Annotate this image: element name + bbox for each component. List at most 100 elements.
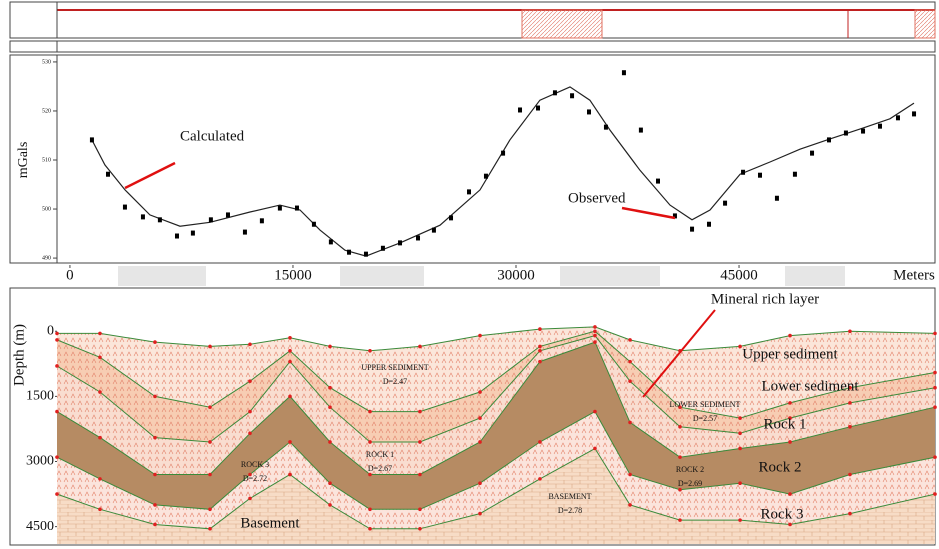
boundary-node [288, 440, 292, 444]
boundary-node [418, 409, 422, 414]
observed-point [174, 233, 179, 239]
boundary-node [153, 472, 157, 477]
section-plot: 0 15000 30000 45000 0 1500 3000 4500 UPPER SEDIM… [26, 265, 937, 544]
boundary-node [153, 435, 157, 440]
boundary-node [933, 331, 937, 336]
boundary-node [418, 472, 422, 477]
annotation: Basement [240, 515, 300, 531]
y-tick-label: 500 [42, 206, 51, 212]
boundary-node [328, 440, 332, 444]
observed-point [757, 172, 762, 178]
boundary-node [153, 522, 157, 527]
layer-name: ROCK 2 [676, 465, 704, 474]
boundary-node [248, 496, 252, 501]
boundary-node [628, 472, 632, 477]
observed-point [277, 205, 282, 211]
axis-band [785, 266, 845, 286]
boundary-node [538, 477, 542, 481]
boundary-node [678, 424, 682, 429]
layer-fill [57, 342, 935, 510]
boundary-node [288, 348, 292, 353]
boundary-node [328, 344, 332, 349]
boundary-node [628, 338, 632, 342]
boundary-node [848, 424, 852, 429]
boundary-node [788, 401, 792, 405]
boundary-node [153, 503, 157, 507]
annotation: Observed [568, 190, 626, 206]
annotation-arrow [642, 309, 716, 398]
boundary-node [678, 518, 682, 522]
boundary-node [593, 325, 597, 329]
observed-point [723, 200, 728, 206]
observed-point [518, 107, 523, 113]
boundary-node [288, 472, 292, 477]
y-tick-label: 3000 [26, 454, 54, 469]
boundary-node [418, 344, 422, 349]
boundary-node [98, 331, 102, 336]
boundary-node [538, 359, 542, 364]
y-tick-label: 1500 [26, 389, 54, 404]
layer-texture [57, 335, 935, 475]
boundary-node [478, 416, 482, 420]
boundary-node [738, 518, 742, 522]
observed-point [449, 215, 454, 221]
layer-density: D=2.47 [383, 377, 407, 386]
axis-band [560, 266, 660, 286]
y-axis-label: mGals [16, 142, 31, 179]
observed-point [552, 90, 557, 96]
x-tick-label: 45000 [720, 267, 758, 283]
observed-point [122, 204, 127, 210]
boundary-node [628, 503, 632, 507]
strip-band [914, 9, 936, 39]
boundary-node [628, 359, 632, 364]
boundary-node [98, 390, 102, 394]
boundary-node [593, 333, 597, 338]
x-tick-label: 0 [66, 267, 74, 283]
annotation: Rock 1 [764, 416, 807, 432]
boundary-node [368, 507, 372, 512]
layer-boundary [56, 410, 936, 510]
boundary-node [288, 335, 292, 340]
boundary-node [98, 355, 102, 360]
observed-point [672, 213, 677, 219]
boundary-node [933, 385, 937, 390]
observed-point [826, 137, 831, 143]
strip-band [521, 9, 603, 39]
observed-point [380, 245, 385, 251]
boundary-node [55, 492, 59, 496]
boundary-node [678, 487, 682, 492]
boundary-node [593, 329, 597, 334]
boundary-node [738, 431, 742, 436]
layer-density: D=2.69 [678, 479, 702, 488]
observed-point [140, 214, 145, 220]
boundary-node [248, 472, 252, 477]
boundary-node [208, 405, 212, 410]
boundary-node [848, 511, 852, 516]
observed-point [895, 115, 900, 121]
layer-name: ROCK 3 [241, 460, 269, 469]
boundary-node [55, 455, 59, 459]
observed-point [877, 123, 882, 129]
boundary-node [738, 481, 742, 486]
observed-point [912, 111, 917, 117]
layer-boundary [56, 447, 936, 530]
boundary-node [368, 527, 372, 531]
boundary-node [478, 511, 482, 516]
y-tick-label: 490 [42, 255, 51, 261]
annotation-arrow [124, 161, 176, 190]
layer-name: LOWER SEDIMENT [670, 400, 741, 409]
observed-point [416, 235, 421, 241]
y-tick-label: 4500 [26, 519, 54, 534]
observed-point [208, 217, 213, 223]
observed-point [311, 221, 316, 227]
observed-point [621, 70, 626, 76]
observed-point [655, 178, 660, 184]
boundary-node [248, 342, 252, 347]
observed-point [89, 137, 94, 143]
boundary-node [788, 333, 792, 338]
layer-texture [57, 411, 935, 529]
observed-point [741, 169, 746, 175]
x-tick-label: 15000 [274, 267, 312, 283]
x-axis-label: Meters [893, 267, 935, 283]
